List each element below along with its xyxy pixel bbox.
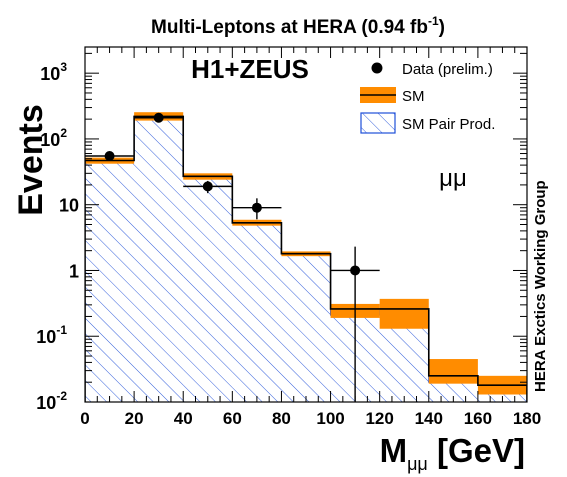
pair-prod-bar	[85, 160, 135, 402]
data-point	[104, 151, 115, 162]
y-tick-label: 10-2	[36, 389, 67, 413]
legend: Data (prelim.) SM SM Pair Prod.	[360, 61, 495, 134]
x-tick-label: 120	[365, 409, 393, 428]
x-tick-label: 100	[316, 409, 344, 428]
pair-prod-bar	[281, 253, 331, 402]
x-tick-label: 140	[415, 409, 443, 428]
legend-pair-hatch	[360, 112, 396, 134]
data-point	[202, 181, 213, 192]
chart-title: Multi-Leptons at HERA (0.94 fb-1)	[151, 14, 445, 38]
x-tick-label: 0	[80, 409, 89, 428]
legend-label-data: Data (prelim.)	[402, 61, 493, 78]
data-point	[251, 202, 262, 213]
experiment-label: H1+ZEUS	[191, 54, 309, 84]
x-tick-label: 40	[174, 409, 193, 428]
sm-line	[85, 115, 527, 402]
working-group-label: HERA Exctics Working Group	[532, 180, 549, 392]
data-point	[153, 112, 164, 123]
y-tick-label: 10-1	[36, 323, 67, 347]
legend-label-sm: SM	[402, 88, 425, 105]
y-tick-label: 103	[40, 60, 67, 84]
pair-prod-bar	[183, 176, 233, 402]
x-tick-label: 60	[223, 409, 242, 428]
data-point	[350, 265, 361, 276]
x-tick-label: 80	[272, 409, 291, 428]
legend-label-pair: SM Pair Prod.	[402, 116, 495, 133]
x-tick-label: 180	[513, 409, 541, 428]
channel-label: μμ	[439, 165, 467, 192]
x-tick-label: 160	[464, 409, 492, 428]
pair-prod-bar	[232, 223, 282, 402]
x-axis-title: Mμμ [GeV]	[380, 432, 525, 474]
pair-prod-bar	[134, 116, 184, 402]
y-tick-label: 1	[69, 261, 79, 281]
x-tick-label: 20	[125, 409, 144, 428]
y-tick-label: 10	[59, 196, 79, 216]
sm-band	[428, 359, 478, 384]
sm-band	[379, 298, 429, 329]
y-tick-label: 102	[40, 126, 67, 150]
legend-data-marker	[371, 62, 383, 74]
y-axis-title: Events	[12, 104, 50, 216]
